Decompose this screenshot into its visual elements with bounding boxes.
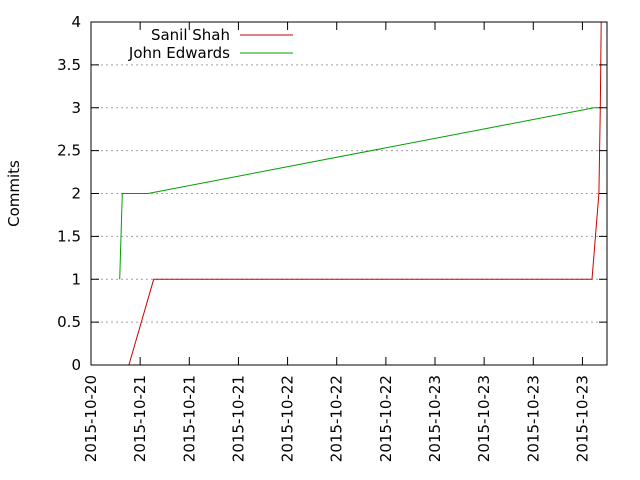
legend-label: Sanil Shah bbox=[151, 26, 230, 44]
plot-frame bbox=[90, 21, 608, 366]
x-tick-label: 2015-10-22 bbox=[328, 375, 346, 462]
x-tick-label: 2015-10-20 bbox=[82, 375, 100, 462]
x-tick-label: 2015-10-23 bbox=[524, 375, 542, 462]
y-tick-label: 0 bbox=[71, 356, 81, 374]
series-line-john-edwards bbox=[119, 107, 602, 280]
y-tick-label: 3.5 bbox=[57, 56, 81, 74]
x-tick-label: 2015-10-21 bbox=[180, 375, 198, 462]
x-tick-label: 2015-10-21 bbox=[131, 375, 149, 462]
x-tick-label: 2015-10-23 bbox=[426, 375, 444, 462]
grid-layer bbox=[91, 64, 607, 323]
y-axis-title: Commits bbox=[5, 160, 23, 227]
y-tick-label: 2.5 bbox=[57, 142, 81, 160]
x-tick-label: 2015-10-23 bbox=[573, 375, 591, 462]
labels-layer: 0 0.5 1 1.5 2 2.5 3 3.5 4 2015-10-20 2015-10-21 201… bbox=[57, 13, 591, 462]
x-tick-label: 2015-10-22 bbox=[279, 375, 297, 462]
x-tick-label: 2015-10-21 bbox=[229, 375, 247, 462]
series-line-sanil-shah bbox=[128, 21, 602, 366]
y-tick-label: 0.5 bbox=[57, 313, 81, 331]
legend-label: John Edwards bbox=[128, 44, 230, 62]
ticks-layer bbox=[90, 21, 607, 366]
series-layer bbox=[119, 21, 602, 366]
y-tick-label: 2 bbox=[71, 185, 81, 203]
y-tick-label: 3 bbox=[71, 99, 81, 117]
y-tick-label: 4 bbox=[71, 13, 81, 31]
x-tick-label: 2015-10-23 bbox=[475, 375, 493, 462]
y-tick-label: 1 bbox=[71, 270, 81, 288]
x-tick-label: 2015-10-22 bbox=[377, 375, 395, 462]
y-tick-label: 1.5 bbox=[57, 227, 81, 245]
